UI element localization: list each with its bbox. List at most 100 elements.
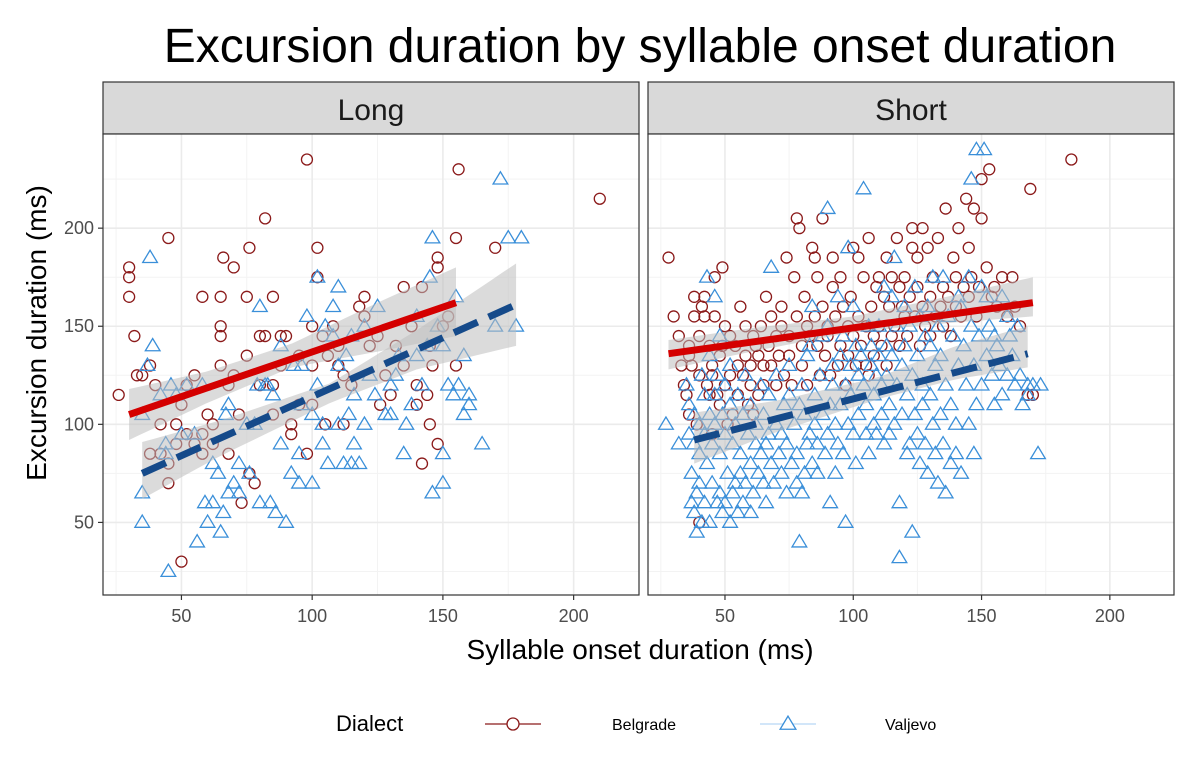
valjevo-point	[770, 445, 788, 460]
belgrade-point	[227, 261, 240, 274]
belgrade-point	[790, 310, 803, 323]
belgrade-point	[593, 192, 606, 205]
x-axis-label: Syllable onset duration (ms)	[466, 634, 813, 665]
valjevo-point	[806, 415, 824, 430]
belgrade-point	[798, 290, 811, 303]
valjevo-point	[444, 386, 462, 401]
valjevo-point	[460, 386, 478, 401]
valjevo-point	[214, 503, 232, 519]
valjevo-point	[831, 347, 849, 362]
valjevo-point	[752, 445, 770, 460]
valjevo-point	[382, 405, 400, 421]
valjevo-point	[1014, 396, 1032, 411]
belgrade-point	[975, 212, 988, 225]
valjevo-point	[455, 405, 473, 421]
valjevo-point	[277, 513, 295, 528]
x-tick-label: 200	[559, 606, 589, 626]
valjevo-point	[499, 229, 517, 244]
valjevo-point	[921, 386, 939, 401]
valjevo-point	[267, 503, 285, 519]
belgrade-point	[862, 231, 875, 245]
belgrade-point	[162, 231, 175, 245]
valjevo-point	[212, 523, 230, 538]
valjevo-point	[801, 425, 819, 440]
valjevo-point	[744, 484, 762, 499]
belgrade-point	[744, 359, 757, 372]
valjevo-point	[695, 386, 713, 401]
valjevo-point	[688, 523, 706, 538]
valjevo-point	[350, 454, 368, 470]
belgrade-point	[834, 271, 847, 284]
valjevo-point	[983, 366, 1001, 381]
valjevo-point	[314, 415, 332, 430]
valjevo-point	[670, 435, 688, 450]
belgrade-point	[122, 271, 136, 284]
valjevo-point	[780, 356, 798, 372]
belgrade-point	[857, 271, 870, 284]
valjevo-point	[944, 327, 962, 342]
panel-2-fit-lines	[668, 299, 1034, 444]
valjevo-point	[729, 503, 747, 519]
valjevo-point	[734, 494, 752, 509]
valjevo-point	[690, 474, 708, 489]
valjevo-point	[434, 474, 452, 489]
valjevo-point	[324, 298, 342, 313]
valjevo-point	[264, 386, 282, 401]
valjevo-point	[133, 513, 151, 528]
valjevo-point	[898, 445, 916, 460]
valjevo-point	[890, 494, 908, 509]
valjevo-point	[967, 396, 985, 411]
valjevo-point	[852, 347, 870, 362]
belgrade-point	[431, 251, 444, 264]
valjevo-point	[282, 464, 300, 479]
belgrade-point	[865, 300, 878, 313]
valjevo-point	[934, 268, 952, 283]
valjevo-point	[857, 425, 875, 440]
belgrade-point	[285, 427, 298, 441]
x-tick-label: 200	[1095, 606, 1125, 626]
belgrade-point	[1024, 182, 1037, 196]
valjevo-point	[816, 445, 834, 460]
valjevo-point	[919, 464, 937, 479]
valjevo-point	[947, 415, 965, 430]
belgrade-point	[112, 388, 125, 402]
valjevo-point	[985, 396, 1003, 411]
belgrade-point	[431, 437, 444, 451]
valjevo-point	[303, 474, 321, 489]
valjevo-point	[826, 415, 844, 430]
belgrade-point	[931, 231, 945, 245]
legend-valjevo-label: Valjevo	[885, 717, 936, 734]
valjevo-point	[423, 229, 441, 244]
valjevo-point	[657, 415, 675, 430]
belgrade-point	[782, 349, 796, 362]
belgrade-point	[759, 290, 773, 303]
belgrade-point	[196, 290, 209, 303]
valjevo-point	[698, 454, 716, 470]
valjevo-point	[793, 376, 811, 391]
valjevo-point	[395, 445, 413, 460]
belgrade-point	[980, 261, 993, 274]
valjevo-point	[783, 454, 801, 470]
valjevo-point	[366, 386, 384, 401]
belgrade-point	[793, 222, 806, 235]
valjevo-point	[808, 464, 826, 479]
belgrade-point	[214, 320, 227, 333]
valjevo-point	[975, 141, 993, 156]
valjevo-point	[878, 337, 896, 352]
valjevo-point	[512, 229, 530, 244]
valjevo-point	[290, 474, 308, 489]
belgrade-point	[960, 192, 973, 205]
valjevo-point	[355, 415, 373, 430]
valjevo-point	[898, 386, 916, 401]
valjevo-point	[1006, 376, 1024, 391]
belgrade-point	[279, 329, 293, 343]
valjevo-point	[867, 425, 885, 440]
valjevo-point	[731, 464, 749, 479]
valjevo-point	[819, 425, 837, 440]
valjevo-point	[138, 356, 156, 372]
valjevo-point	[683, 464, 701, 479]
valjevo-point	[798, 347, 816, 362]
valjevo-point	[942, 454, 960, 470]
valjevo-point	[698, 268, 716, 283]
valjevo-point	[973, 376, 991, 391]
